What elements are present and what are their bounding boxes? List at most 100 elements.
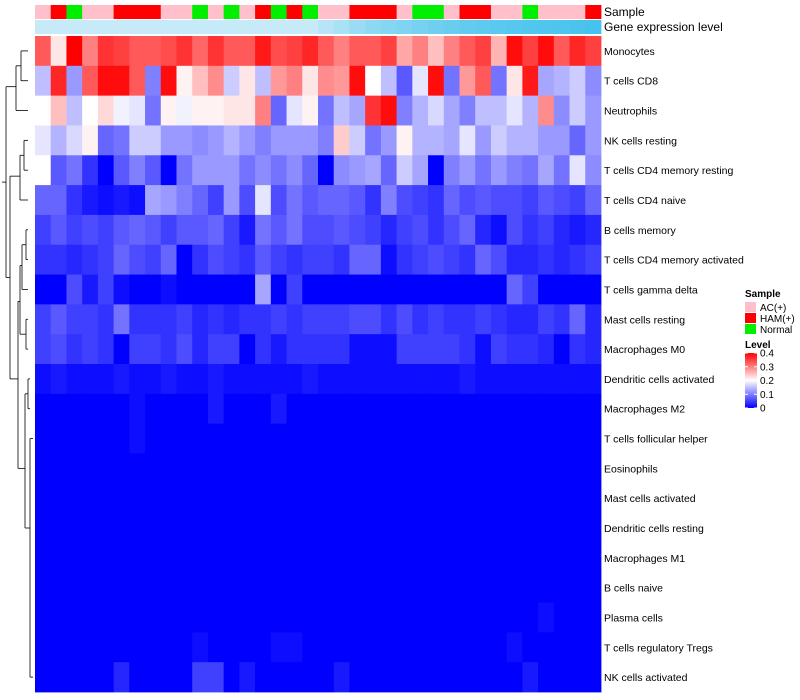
heatmap-cell bbox=[538, 393, 555, 425]
heatmap-cell bbox=[490, 274, 508, 305]
heatmap-cell bbox=[585, 36, 602, 67]
gene-annotation-cell bbox=[585, 20, 602, 34]
heatmap-cell bbox=[490, 95, 508, 126]
heatmap-cell bbox=[176, 423, 193, 454]
heatmap-cell bbox=[255, 393, 272, 425]
heatmap-cell bbox=[318, 95, 335, 126]
sample-annotation-cell bbox=[428, 5, 445, 19]
heatmap-cell bbox=[506, 423, 523, 454]
heatmap-cell bbox=[223, 125, 240, 156]
sample-annotation-cell bbox=[585, 5, 602, 19]
heatmap-cell bbox=[538, 602, 555, 633]
heatmap-cell bbox=[113, 36, 130, 67]
heatmap-cell bbox=[176, 572, 193, 603]
heatmap-cell bbox=[176, 244, 193, 275]
heatmap-cell bbox=[490, 572, 508, 603]
heatmap-cell bbox=[97, 393, 115, 425]
row-label: NK cells resting bbox=[604, 135, 677, 147]
heatmap-cell bbox=[145, 185, 162, 216]
heatmap-cell bbox=[97, 95, 115, 126]
heatmap-cell bbox=[443, 36, 460, 67]
sample-annotation-cell bbox=[176, 5, 193, 19]
heatmap-cell bbox=[522, 36, 539, 67]
heatmap-cell bbox=[318, 572, 335, 603]
heatmap-cell bbox=[490, 155, 508, 186]
heatmap-cell bbox=[129, 155, 146, 186]
heatmap-cell bbox=[97, 542, 115, 574]
heatmap-cell bbox=[66, 304, 83, 335]
sample-annotation-cell bbox=[553, 5, 570, 19]
heatmap-cell bbox=[475, 393, 492, 425]
level-ticks: 0.4 0.3 0.2 0.1 0 bbox=[745, 349, 774, 415]
sample-annotation-cell bbox=[349, 5, 366, 19]
heatmap-cell bbox=[302, 36, 319, 67]
heatmap-cell bbox=[160, 125, 177, 156]
heatmap-cell bbox=[192, 632, 209, 663]
heatmap-cell bbox=[553, 483, 570, 514]
heatmap-cell bbox=[35, 125, 52, 156]
heatmap-cell bbox=[286, 662, 303, 693]
heatmap-cell bbox=[145, 513, 162, 544]
heatmap-cell bbox=[349, 274, 366, 305]
heatmap-cell bbox=[239, 662, 256, 693]
heatmap-cell bbox=[145, 274, 162, 305]
heatmap-cell bbox=[176, 36, 193, 67]
heatmap-cell bbox=[333, 483, 350, 514]
heatmap-cell bbox=[522, 65, 539, 97]
heatmap-cell bbox=[50, 334, 67, 365]
heatmap-cell bbox=[223, 364, 240, 395]
heatmap-cell bbox=[82, 662, 99, 693]
heatmap-cell bbox=[569, 65, 586, 97]
heatmap-cell bbox=[553, 185, 570, 216]
gene-annotation-cell bbox=[365, 20, 382, 34]
heatmap-cell bbox=[97, 453, 115, 484]
heatmap-cell bbox=[475, 453, 492, 484]
heatmap-cell bbox=[97, 65, 115, 97]
heatmap-cell bbox=[239, 65, 256, 97]
heatmap-cell bbox=[66, 453, 83, 484]
heatmap-cell bbox=[380, 423, 398, 454]
heatmap-cell bbox=[396, 632, 413, 663]
heatmap-cell bbox=[129, 602, 146, 633]
heatmap-cell bbox=[333, 542, 350, 574]
heatmap-cell bbox=[207, 65, 225, 97]
heatmap-cell bbox=[318, 513, 335, 544]
heatmap-cell bbox=[207, 274, 225, 305]
heatmap-cell bbox=[553, 513, 570, 544]
heatmap-cell bbox=[349, 65, 366, 97]
heatmap-cell bbox=[145, 125, 162, 156]
heatmap-cell bbox=[35, 214, 52, 246]
heatmap-cell bbox=[569, 572, 586, 603]
heatmap-cell bbox=[145, 483, 162, 514]
gene-annotation-cell bbox=[506, 20, 523, 34]
heatmap-cell bbox=[239, 453, 256, 484]
heatmap-cell bbox=[553, 304, 570, 335]
heatmap-cell bbox=[428, 304, 445, 335]
heatmap-cell bbox=[428, 65, 445, 97]
heatmap-cell bbox=[302, 185, 319, 216]
heatmap-cell bbox=[585, 542, 602, 574]
heatmap-cell bbox=[538, 274, 555, 305]
heatmap-cell bbox=[50, 483, 67, 514]
heatmap-cell bbox=[333, 36, 350, 67]
row-label: B cells naive bbox=[604, 583, 663, 595]
heatmap-cell bbox=[286, 334, 303, 365]
heatmap-cell bbox=[66, 572, 83, 603]
heatmap-cell bbox=[97, 304, 115, 335]
heatmap-cell bbox=[538, 334, 555, 365]
heatmap-cell bbox=[207, 453, 225, 484]
heatmap-cell bbox=[207, 304, 225, 335]
heatmap-cell bbox=[443, 423, 460, 454]
heatmap-cell bbox=[129, 513, 146, 544]
heatmap-cell bbox=[396, 572, 413, 603]
heatmap-cell bbox=[239, 304, 256, 335]
heatmap-cell bbox=[50, 453, 67, 484]
heatmap-cell bbox=[506, 185, 523, 216]
row-label: T cells gamma delta bbox=[604, 284, 698, 296]
heatmap-cell bbox=[475, 572, 492, 603]
heatmap-cell bbox=[82, 65, 99, 97]
heatmap-cell bbox=[160, 602, 177, 633]
heatmap-cell bbox=[553, 125, 570, 156]
heatmap-cell bbox=[318, 632, 335, 663]
heatmap-cell bbox=[538, 513, 555, 544]
